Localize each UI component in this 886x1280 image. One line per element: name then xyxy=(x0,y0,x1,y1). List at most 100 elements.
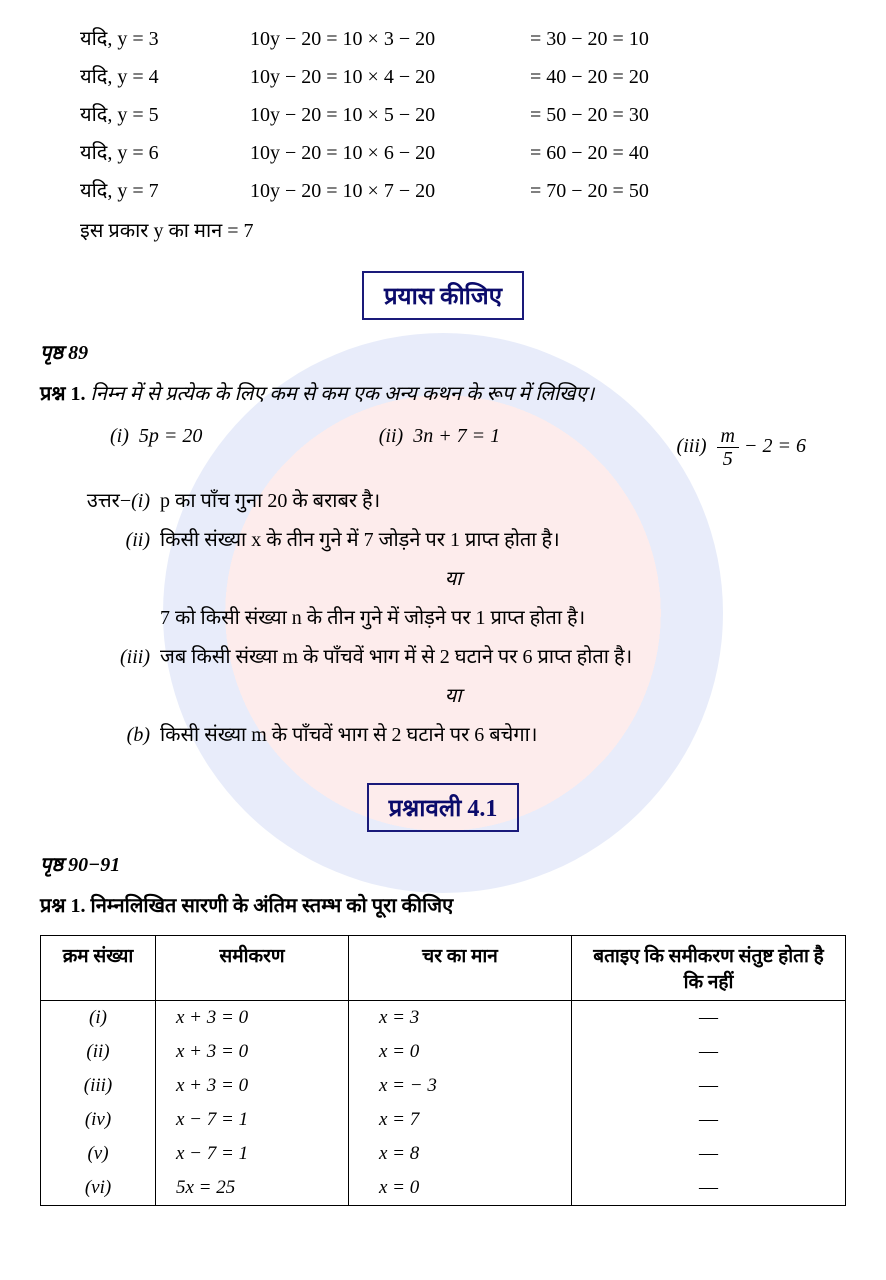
answer-row: 7 को किसी संख्या n के तीन गुने में जोड़न… xyxy=(60,599,846,638)
col-header: क्रम संख्या xyxy=(41,936,156,1001)
yadi-result: = 70 − 20 = 50 xyxy=(530,172,730,210)
eq-tail: − 2 = 6 xyxy=(739,435,806,457)
equations-row: (i) 5p = 20 (ii) 3n + 7 = 1 (iii) m5 − 2… xyxy=(110,425,806,470)
row-num: (iii) xyxy=(41,1069,156,1103)
answer-label: (b) xyxy=(60,716,160,755)
conclusion-text: इस प्रकार y का मान = 7 xyxy=(80,216,846,243)
try-section-heading: प्रयास कीजिए xyxy=(40,271,846,320)
yadi-result: = 40 − 20 = 20 xyxy=(530,58,730,96)
row-sat: — xyxy=(572,1001,846,1036)
yadi-cond: यदि, y = 6 xyxy=(80,134,240,172)
row-sat: — xyxy=(572,1069,846,1103)
try-heading-label: प्रयास कीजिए xyxy=(362,271,524,320)
substitution-row: यदि, y = 6 10y − 20 = 10 × 6 − 20 = 60 − 2… xyxy=(80,134,846,172)
answer-row: उत्तर−(i) p का पाँच गुना 20 के बराबर है। xyxy=(60,482,846,521)
exercise-heading: प्रश्नावली 4.1 xyxy=(40,783,846,832)
yadi-expr: 10y − 20 = 10 × 7 − 20 xyxy=(250,172,520,210)
yadi-result: = 60 − 20 = 40 xyxy=(530,134,730,172)
row-eq: x + 3 = 0 xyxy=(156,1069,349,1103)
row-val: x = 0 xyxy=(349,1171,572,1206)
row-val: x = 3 xyxy=(349,1001,572,1036)
row-eq: x + 3 = 0 xyxy=(156,1001,349,1036)
table-row: (vi)5x = 25x = 0— xyxy=(41,1171,846,1206)
page-reference: पृष्ठ 89 xyxy=(40,338,846,365)
table-row: (ii)x + 3 = 0x = 0— xyxy=(41,1035,846,1069)
exercise-heading-label: प्रश्नावली 4.1 xyxy=(367,783,520,832)
eq-item: (ii) 3n + 7 = 1 xyxy=(379,425,500,470)
row-sat: — xyxy=(572,1035,846,1069)
question-1: प्रश्न 1. निम्न में से प्रत्येक के लिए क… xyxy=(40,375,846,413)
answer-text: किसी संख्या m के पाँचवें भाग से 2 घटाने … xyxy=(160,716,537,755)
row-eq: x − 7 = 1 xyxy=(156,1103,349,1137)
fraction: m5 xyxy=(717,425,739,470)
answers-block: उत्तर−(i) p का पाँच गुना 20 के बराबर है।… xyxy=(60,482,846,755)
yadi-expr: 10y − 20 = 10 × 6 − 20 xyxy=(250,134,520,172)
answer-text: जब किसी संख्या m के पाँचवें भाग में से 2… xyxy=(160,638,632,677)
yadi-cond: यदि, y = 3 xyxy=(80,20,240,58)
eq-item: (i) 5p = 20 xyxy=(110,425,202,470)
row-num: (iv) xyxy=(41,1103,156,1137)
yadi-cond: यदि, y = 5 xyxy=(80,96,240,134)
row-num: (v) xyxy=(41,1137,156,1171)
yadi-cond: यदि, y = 4 xyxy=(80,58,240,96)
answer-row: (iii) जब किसी संख्या m के पाँचवें भाग मे… xyxy=(60,638,846,677)
row-num: (i) xyxy=(41,1001,156,1036)
col-header: समीकरण xyxy=(156,936,349,1001)
row-eq: 5x = 25 xyxy=(156,1171,349,1206)
row-sat: — xyxy=(572,1103,846,1137)
row-num: (vi) xyxy=(41,1171,156,1206)
substitution-row: यदि, y = 7 10y − 20 = 10 × 7 − 20 = 70 − 2… xyxy=(80,172,846,210)
substitution-row: यदि, y = 3 10y − 20 = 10 × 3 − 20 = 30 − 2… xyxy=(80,20,846,58)
fraction-num: m xyxy=(717,425,739,448)
eq-item: (iii) m5 − 2 = 6 xyxy=(677,425,806,470)
eq-label: (ii) xyxy=(379,425,403,447)
answer-prefix: उत्तर−(i) xyxy=(60,482,160,521)
answer-text: किसी संख्या x के तीन गुने में 7 जोड़ने प… xyxy=(160,521,560,560)
table-header-row: क्रम संख्या समीकरण चर का मान बताइए कि सम… xyxy=(41,936,846,1001)
table-row: (iii)x + 3 = 0x = − 3— xyxy=(41,1069,846,1103)
question-text: निम्न में से प्रत्येक के लिए कम से कम एक… xyxy=(91,383,595,405)
row-eq: x + 3 = 0 xyxy=(156,1035,349,1069)
col-header: चर का मान xyxy=(349,936,572,1001)
yadi-result: = 50 − 20 = 30 xyxy=(530,96,730,134)
substitution-table: यदि, y = 3 10y − 20 = 10 × 3 − 20 = 30 − 2… xyxy=(80,20,846,210)
yadi-expr: 10y − 20 = 10 × 4 − 20 xyxy=(250,58,520,96)
row-val: x = − 3 xyxy=(349,1069,572,1103)
row-num: (ii) xyxy=(41,1035,156,1069)
answer-text: 7 को किसी संख्या n के तीन गुने में जोड़न… xyxy=(160,599,585,638)
answer-label: (iii) xyxy=(60,638,160,677)
yadi-expr: 10y − 20 = 10 × 5 − 20 xyxy=(250,96,520,134)
answer-label xyxy=(60,599,160,638)
exercise-table: क्रम संख्या समीकरण चर का मान बताइए कि सम… xyxy=(40,935,846,1206)
eq-expr: 5p = 20 xyxy=(139,425,203,447)
substitution-row: यदि, y = 4 10y − 20 = 10 × 4 − 20 = 40 − 2… xyxy=(80,58,846,96)
page-reference: पृष्ठ 90−91 xyxy=(40,850,846,877)
row-sat: — xyxy=(572,1171,846,1206)
row-val: x = 7 xyxy=(349,1103,572,1137)
table-row: (i)x + 3 = 0x = 3— xyxy=(41,1001,846,1036)
row-val: x = 0 xyxy=(349,1035,572,1069)
or-separator: या xyxy=(60,560,846,599)
or-separator: या xyxy=(60,677,846,716)
eq-label: (i) xyxy=(110,425,129,447)
fraction-den: 5 xyxy=(717,448,739,470)
table-row: (v)x − 7 = 1x = 8— xyxy=(41,1137,846,1171)
answer-text: p का पाँच गुना 20 के बराबर है। xyxy=(160,482,380,521)
substitution-row: यदि, y = 5 10y − 20 = 10 × 5 − 20 = 50 − 2… xyxy=(80,96,846,134)
answer-label: (ii) xyxy=(60,521,160,560)
col-header: बताइए कि समीकरण संतुष्ट होता है कि नहीं xyxy=(572,936,846,1001)
eq-label: (iii) xyxy=(677,435,707,457)
yadi-result: = 30 − 20 = 10 xyxy=(530,20,730,58)
question-text: निम्नलिखित सारणी के अंतिम स्तम्भ को पूरा… xyxy=(91,895,454,917)
question-label: प्रश्न 1. xyxy=(40,383,86,405)
question-label: प्रश्न 1. xyxy=(40,895,86,917)
table-row: (iv)x − 7 = 1x = 7— xyxy=(41,1103,846,1137)
row-sat: — xyxy=(572,1137,846,1171)
question-1b: प्रश्न 1. निम्नलिखित सारणी के अंतिम स्तम… xyxy=(40,887,846,925)
answer-row: (ii) किसी संख्या x के तीन गुने में 7 जोड… xyxy=(60,521,846,560)
yadi-expr: 10y − 20 = 10 × 3 − 20 xyxy=(250,20,520,58)
row-eq: x − 7 = 1 xyxy=(156,1137,349,1171)
answer-row: (b) किसी संख्या m के पाँचवें भाग से 2 घट… xyxy=(60,716,846,755)
yadi-cond: यदि, y = 7 xyxy=(80,172,240,210)
eq-expr: 3n + 7 = 1 xyxy=(413,425,500,447)
